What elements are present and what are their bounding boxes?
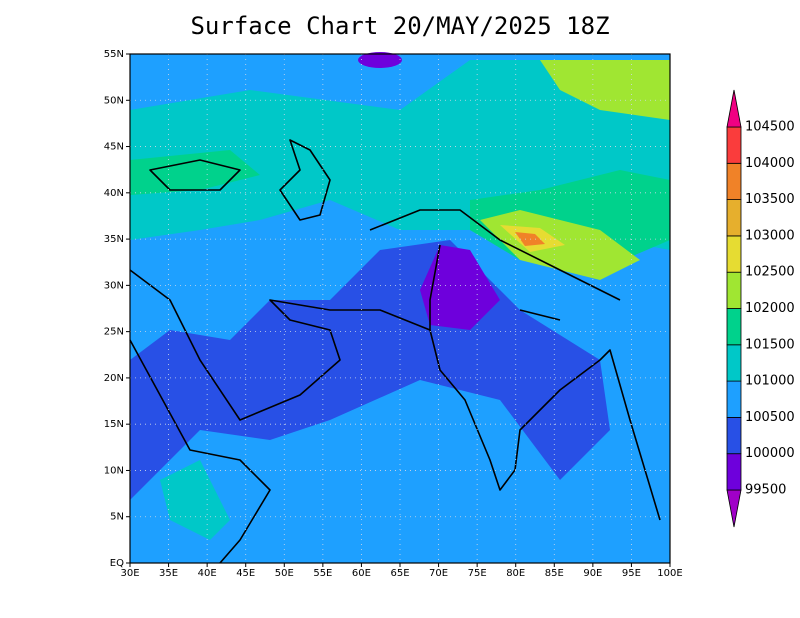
colorbar-segment bbox=[726, 271, 742, 309]
colorbar-segment bbox=[726, 308, 742, 346]
colorbar-segment bbox=[726, 344, 742, 382]
map-title: Surface Chart 20/MAY/2025 18Z bbox=[190, 12, 609, 40]
colorbar-segment bbox=[726, 126, 742, 164]
x-tick-label: 60E bbox=[352, 568, 371, 579]
y-tick-label: 35N bbox=[104, 234, 124, 245]
field-region bbox=[540, 60, 670, 120]
colorbar-label: 103000 bbox=[745, 228, 795, 243]
colorbar-label: 101500 bbox=[745, 337, 795, 352]
x-tick-label: 30E bbox=[120, 568, 139, 579]
colorbar-label: 100000 bbox=[745, 446, 795, 461]
y-tick-label: 40N bbox=[104, 188, 124, 199]
coastline bbox=[149, 159, 241, 191]
x-tick-label: 100E bbox=[657, 568, 682, 579]
colorbar-label: 104500 bbox=[745, 120, 795, 135]
coastline bbox=[279, 139, 331, 221]
coastline bbox=[429, 329, 661, 521]
y-tick-label: 30N bbox=[104, 280, 124, 291]
x-tick-label: 45E bbox=[236, 568, 255, 579]
x-tick-label: 85E bbox=[545, 568, 564, 579]
colorbar: 99500 100000 100500 101000 101500 102000 10250… bbox=[726, 89, 795, 528]
colorbar-segment bbox=[726, 199, 742, 237]
y-tick-label: EQ bbox=[110, 558, 124, 569]
colorbar-label: 100500 bbox=[745, 410, 795, 425]
field-region bbox=[130, 150, 260, 195]
y-tick-label: 15N bbox=[104, 419, 124, 430]
colorbar-segment bbox=[726, 89, 742, 128]
colorbar-label: 102000 bbox=[745, 301, 795, 316]
y-tick-label: 55N bbox=[104, 49, 124, 60]
x-tick-label: 35E bbox=[159, 568, 178, 579]
field-region bbox=[358, 52, 402, 68]
y-tick-label: 10N bbox=[104, 465, 124, 476]
colorbar-segment bbox=[726, 453, 742, 491]
colorbar-label: 103500 bbox=[745, 192, 795, 207]
x-tick-label: 65E bbox=[390, 568, 409, 579]
coastline bbox=[129, 339, 271, 564]
field-region bbox=[420, 245, 500, 330]
colorbar-label: 101000 bbox=[745, 374, 795, 389]
x-tick-label: 95E bbox=[622, 568, 641, 579]
colorbar-label: 102500 bbox=[745, 265, 795, 280]
colorbar-segment bbox=[726, 489, 742, 528]
y-tick-label: 50N bbox=[104, 95, 124, 106]
colorbar-segment bbox=[726, 235, 742, 273]
x-tick-label: 80E bbox=[506, 568, 525, 579]
colorbar-label: 99500 bbox=[745, 483, 786, 498]
x-tick-label: 75E bbox=[468, 568, 487, 579]
x-tick-label: 90E bbox=[583, 568, 602, 579]
y-tick-label: 45N bbox=[104, 142, 124, 153]
border bbox=[369, 209, 621, 330]
colorbar-label: 104000 bbox=[745, 156, 795, 171]
colorbar-segment bbox=[726, 380, 742, 418]
field-region bbox=[160, 460, 230, 540]
y-tick-label: 20N bbox=[104, 373, 124, 384]
coastline bbox=[129, 269, 431, 421]
x-tick-label: 55E bbox=[313, 568, 332, 579]
y-tick-label: 5N bbox=[110, 512, 124, 523]
x-tick-label: 50E bbox=[275, 568, 294, 579]
x-tick-label: 70E bbox=[429, 568, 448, 579]
colorbar-segment bbox=[726, 162, 742, 201]
x-tick-label: 40E bbox=[198, 568, 217, 579]
y-tick-label: 25N bbox=[104, 327, 124, 338]
map-area bbox=[129, 52, 671, 564]
colorbar-segment bbox=[726, 416, 742, 455]
